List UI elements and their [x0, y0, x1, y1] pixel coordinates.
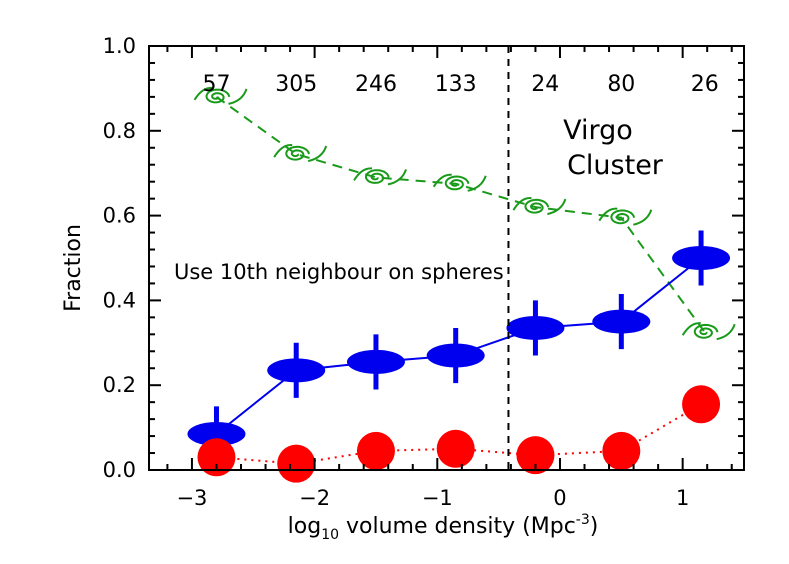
point-circle: [602, 431, 641, 470]
x-tick-label: −2: [299, 486, 330, 510]
x-tick-label: −1: [422, 486, 453, 510]
y-tick-label: 0.4: [103, 288, 136, 312]
count-label: 57: [202, 72, 230, 97]
x-tick-label: 0: [553, 486, 566, 510]
point-spiral: [598, 207, 653, 226]
point-spiral: [193, 86, 248, 105]
count-label: 246: [355, 72, 397, 97]
y-tick-label: 0.6: [103, 204, 136, 228]
count-label: 26: [691, 72, 719, 97]
point-circle: [436, 429, 475, 468]
point-spiral: [432, 173, 487, 192]
plot-frame: [148, 45, 745, 471]
axis-ticks: −3 −2 −1 0 1 0.0 0.2 0.4 0.6 0.8 1.0: [103, 34, 744, 510]
point-circle: [356, 431, 395, 470]
point-circle: [682, 385, 721, 424]
y-tick-label: 0.8: [103, 119, 136, 143]
count-labels: 57 305 246 133 24 80 26: [202, 72, 718, 97]
x-axis-label-superscript: -3: [576, 512, 590, 528]
x-axis-label-close: ): [590, 514, 599, 539]
virgo-cluster-annotation-line2: Cluster: [567, 150, 664, 181]
point-circle: [277, 444, 316, 483]
x-tick-label: −3: [176, 486, 207, 510]
point-circle: [516, 436, 555, 475]
point-spiral: [681, 322, 736, 341]
point-spiral: [512, 197, 567, 216]
point-spiral: [273, 144, 328, 163]
point-ellipse: [426, 343, 485, 368]
virgo-cluster-annotation-line1: Virgo: [563, 115, 633, 146]
point-spiral: [353, 167, 407, 186]
count-label: 305: [275, 72, 317, 97]
x-axis-label-subscript: 10: [321, 527, 339, 543]
point-ellipse: [187, 421, 246, 446]
point-circle: [197, 438, 236, 477]
point-ellipse: [346, 349, 405, 374]
x-axis-label-rest: volume density (Mpc: [339, 514, 576, 539]
method-annotation: Use 10th neighbour on spheres: [174, 260, 504, 284]
point-ellipse: [506, 315, 565, 340]
x-axis-label-main: log: [288, 514, 322, 539]
point-ellipse: [267, 358, 326, 383]
series-line-spiral: [215, 96, 706, 333]
y-tick-label: 1.0: [103, 34, 136, 58]
x-axis-label: log10 volume density (Mpc-3): [288, 512, 599, 543]
count-label: 24: [531, 72, 559, 97]
point-ellipse: [672, 246, 731, 270]
y-axis-label: Fraction: [61, 224, 86, 312]
point-ellipse: [592, 309, 651, 334]
count-label: 80: [607, 72, 635, 97]
count-label: 133: [435, 72, 477, 97]
series-markers: [187, 86, 736, 483]
y-tick-label: 0.0: [103, 458, 136, 482]
x-tick-label: 1: [676, 486, 689, 510]
y-tick-label: 0.2: [103, 373, 136, 397]
